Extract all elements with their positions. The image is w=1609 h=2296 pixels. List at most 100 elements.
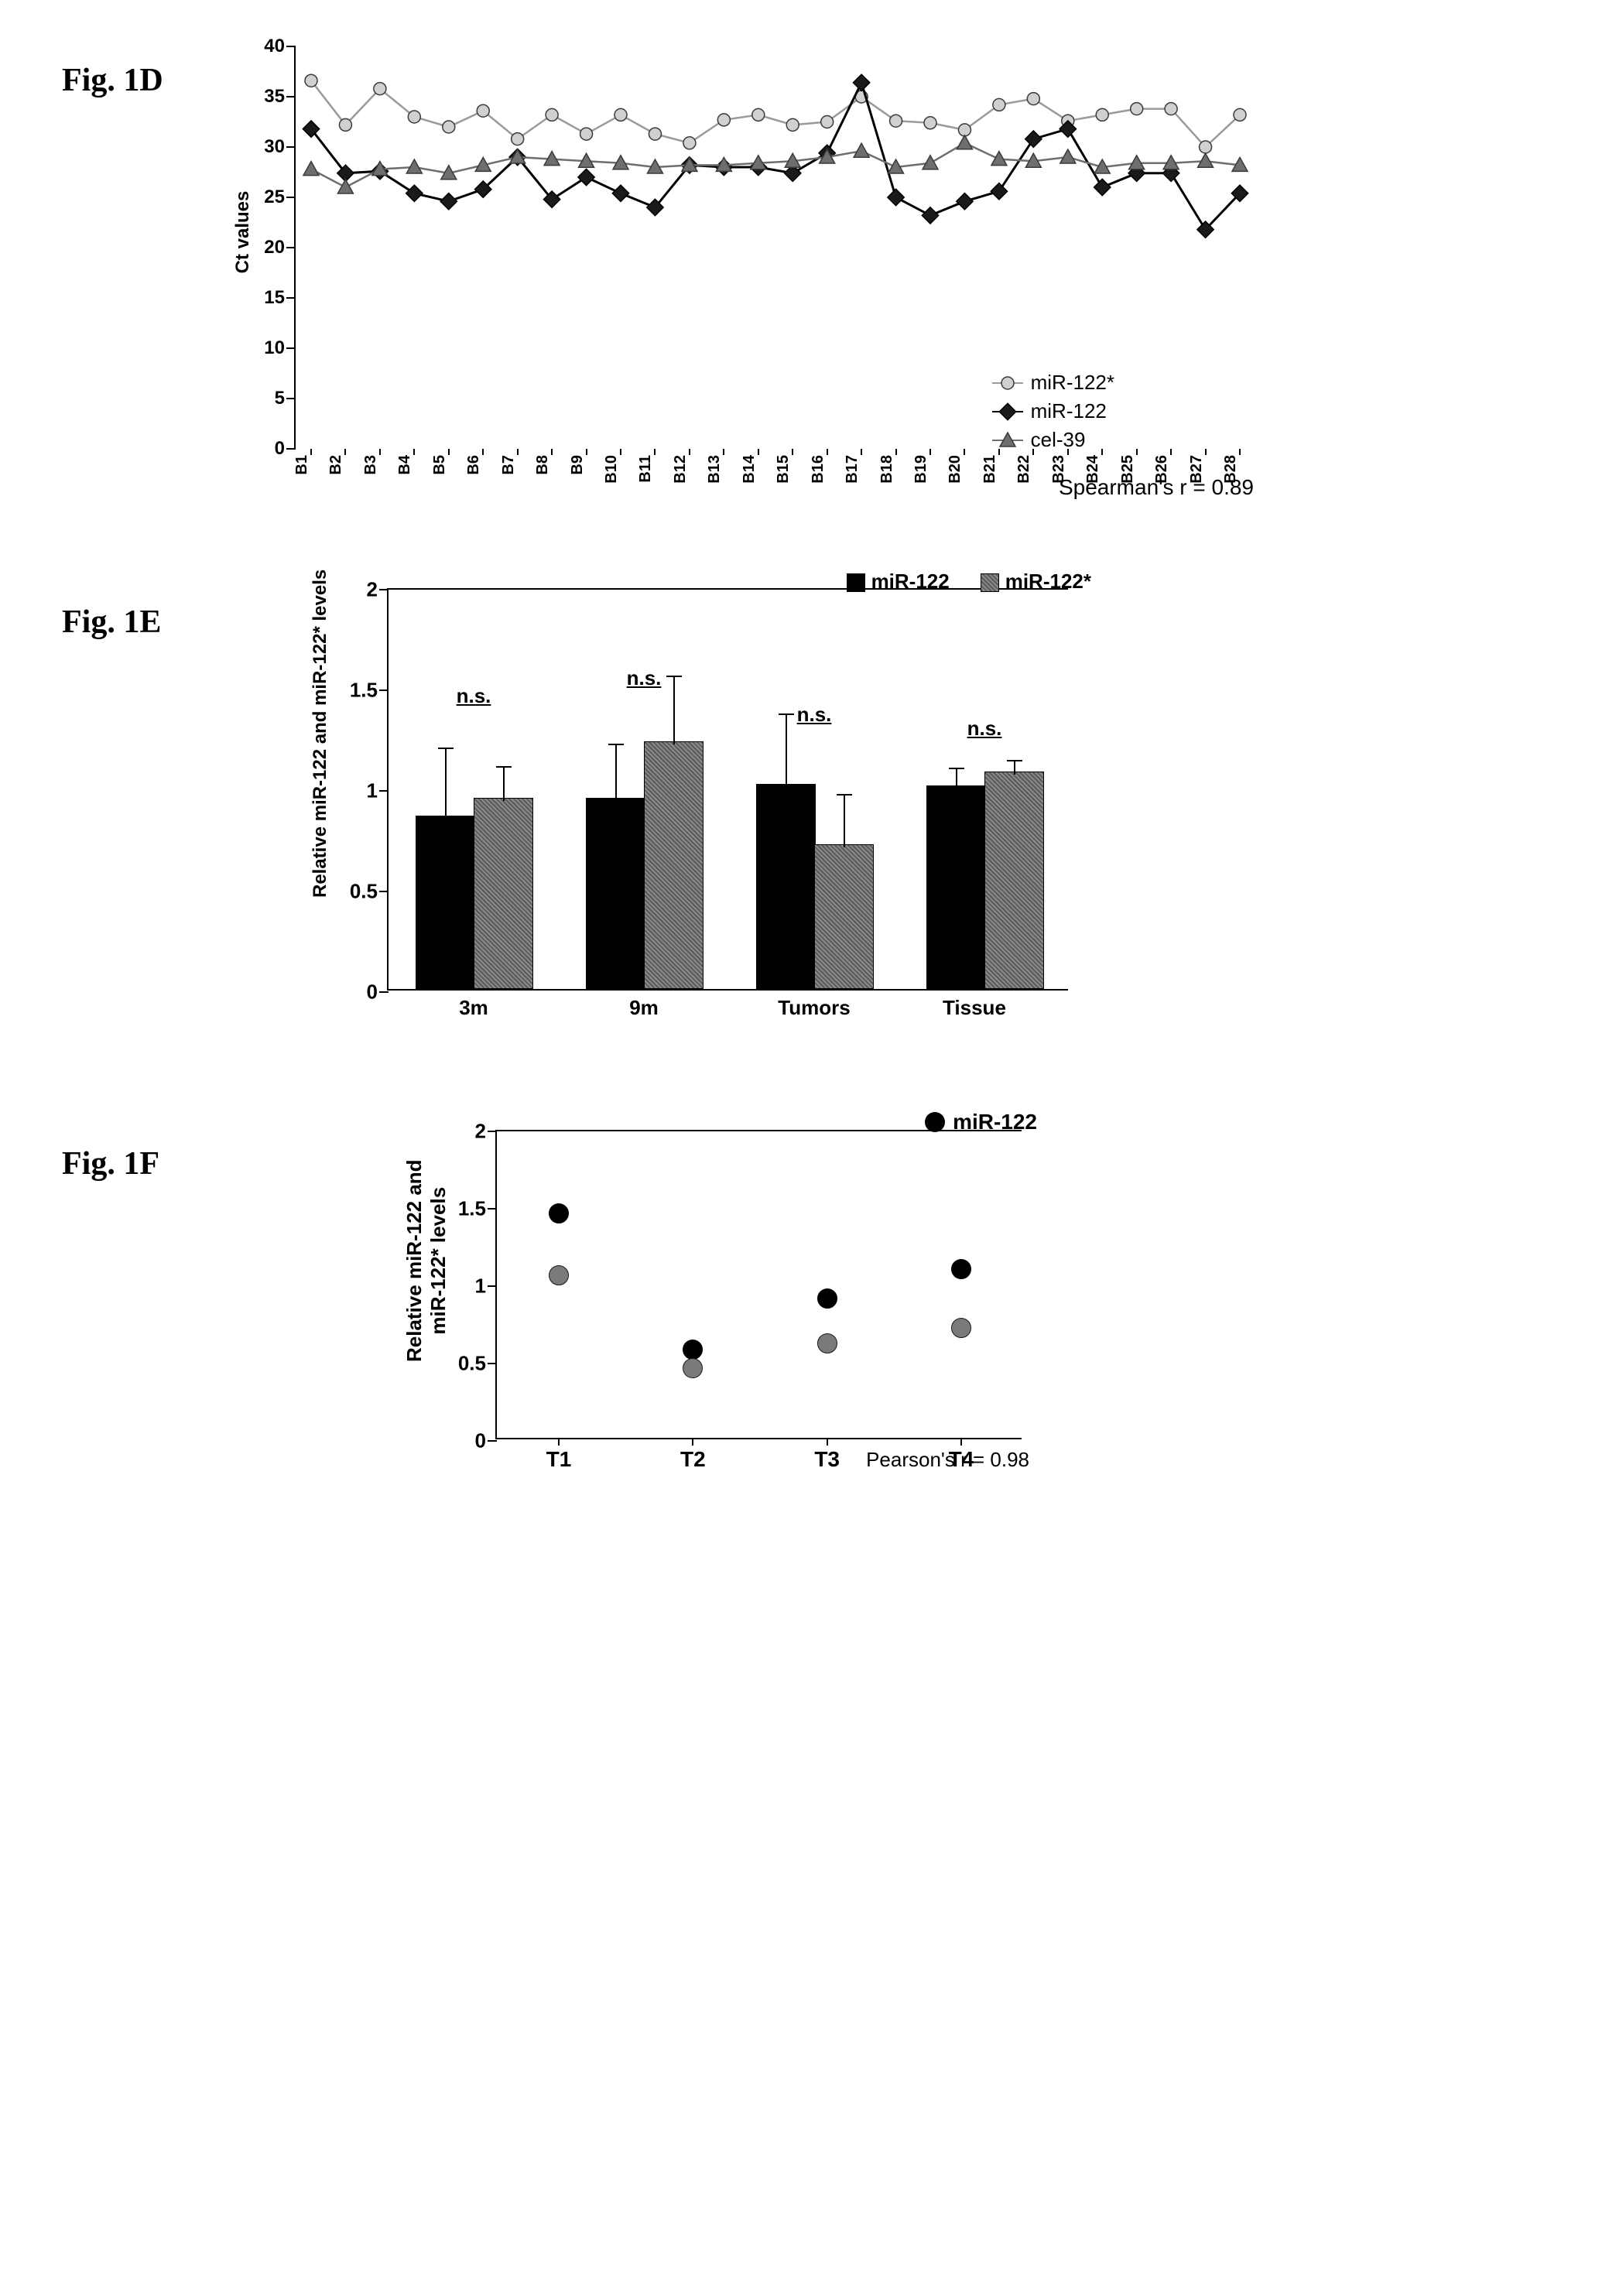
scatter-point — [683, 1358, 703, 1378]
x-tick-label: B12 — [672, 455, 690, 484]
fig-1d-legend: miR-122* miR-122 cel-39 — [992, 371, 1114, 457]
ns-label: n.s. — [457, 684, 491, 708]
x-tick-label: T2 — [680, 1447, 706, 1472]
x-tick-label: B5 — [431, 455, 449, 475]
fig-1d-chart: Ct values 0510152025303540B1B2B3B4B5B6B7… — [217, 31, 1300, 526]
legend-swatch-icon — [981, 573, 999, 592]
fig-1f-legend-label: miR-122 — [953, 1110, 1037, 1134]
legend-item: miR-122* — [981, 570, 1091, 594]
legend-row: miR-122* — [992, 371, 1114, 395]
fig-1f-plot: 00.511.52T1T2T3T4 — [495, 1130, 1022, 1439]
x-tick-label: B21 — [981, 455, 999, 484]
x-group-label: 9m — [629, 996, 659, 1020]
scatter-point — [951, 1259, 971, 1279]
ns-label: n.s. — [967, 717, 1002, 741]
fig-1f-y-axis-label: Relative miR-122 andmiR-122* levels — [402, 1159, 450, 1362]
x-tick-label: B17 — [844, 455, 861, 484]
legend-swatch-icon — [847, 573, 865, 592]
bar — [814, 844, 874, 989]
legend-row: miR-122 — [992, 399, 1114, 423]
legend-marker-icon — [925, 1112, 945, 1132]
fig-1d-chart-area: Ct values 0510152025303540B1B2B3B4B5B6B7… — [217, 31, 1594, 526]
bar — [756, 784, 816, 989]
figure-1d-row: Fig. 1D Ct values 0 5 10 15 20 25 30 35 40 B1 B2 B3… — [15, 31, 1594, 526]
scatter-point — [817, 1333, 837, 1353]
x-tick-label: T1 — [546, 1447, 572, 1472]
x-tick-label: B19 — [912, 455, 930, 484]
x-tick-label: B16 — [810, 455, 827, 484]
y-tick-label: 1.5 — [458, 1197, 486, 1221]
bar — [984, 772, 1044, 989]
x-tick-label: B3 — [362, 455, 380, 475]
x-tick-label: B13 — [706, 455, 724, 484]
fig-1e-plot: 00.511.52n.s.3mn.s.9mn.s.Tumorsn.s.NT Ti… — [387, 588, 1068, 991]
fig-1f-chart: Relative miR-122 andmiR-122* levels 00.5… — [402, 1114, 1084, 1517]
fig-1e-label: Fig. 1E — [15, 573, 217, 641]
scatter-point — [549, 1265, 569, 1285]
x-tick-label: B15 — [775, 455, 793, 484]
y-tick-label: 1 — [367, 779, 378, 803]
x-tick-label: B6 — [465, 455, 483, 475]
y-tick-label: 5 — [275, 388, 285, 409]
x-tick-label: B11 — [637, 455, 655, 483]
x-tick-label: B20 — [947, 455, 964, 484]
fig-1f-legend: miR-122 — [925, 1110, 1037, 1134]
y-tick-label: 0 — [275, 438, 285, 460]
fig-1d-annotation: Spearman's r = 0.89 — [1059, 475, 1254, 500]
y-tick-label: 2 — [367, 578, 378, 602]
y-tick-label: 1.5 — [350, 679, 378, 703]
y-tick-label: 30 — [264, 136, 285, 158]
x-group-label: NT Tissue — [943, 972, 1026, 1020]
x-tick-label: B1 — [293, 455, 311, 475]
x-tick-label: B22 — [1015, 455, 1033, 484]
fig-1e-chart: Relative miR-122 and miR-122* levels 00.… — [310, 573, 1122, 1068]
y-tick-label: 0 — [475, 1429, 486, 1453]
fig-1e-chart-area: Relative miR-122 and miR-122* levels 00.… — [217, 573, 1594, 1068]
legend-series-label: miR-122* — [1031, 371, 1114, 395]
y-tick-label: 1 — [475, 1275, 486, 1299]
x-tick-label: B9 — [569, 455, 587, 475]
fig-1f-label: Fig. 1F — [15, 1114, 217, 1182]
bar — [586, 798, 645, 989]
figure-1f-row: Fig. 1F Relative miR-122 andmiR-122* lev… — [15, 1114, 1594, 1517]
y-tick-label: 0.5 — [350, 880, 378, 904]
legend-series-label: cel-39 — [1031, 428, 1086, 452]
x-group-label: 3m — [459, 996, 488, 1020]
bar — [474, 798, 533, 989]
x-tick-label: B8 — [534, 455, 552, 475]
y-tick-label: 35 — [264, 86, 285, 108]
legend-series-label: miR-122* — [1005, 570, 1091, 593]
y-tick-label: 2 — [475, 1120, 486, 1144]
legend-series-label: miR-122 — [1031, 399, 1107, 423]
fig-1e-legend: miR-122 miR-122* — [847, 570, 1091, 594]
figure-1e-row: Fig. 1E Relative miR-122 and miR-122* le… — [15, 573, 1594, 1068]
bar — [644, 741, 704, 989]
y-tick-label: 15 — [264, 287, 285, 309]
ns-label: n.s. — [627, 666, 662, 690]
y-tick-label: 40 — [264, 36, 285, 57]
fig-1d-y-axis-label: Ct values — [232, 191, 254, 274]
fig-1d-label: Fig. 1D — [15, 31, 217, 99]
x-tick-label: B18 — [878, 455, 896, 484]
legend-row: cel-39 — [992, 428, 1114, 452]
legend-item: miR-122 — [847, 570, 950, 594]
scatter-point — [951, 1318, 971, 1338]
y-tick-label: 25 — [264, 186, 285, 208]
scatter-point — [817, 1288, 837, 1309]
ns-label: n.s. — [797, 703, 832, 727]
legend-series-label: miR-122 — [871, 570, 950, 593]
bar — [926, 785, 986, 989]
fig-1f-chart-area: Relative miR-122 andmiR-122* levels 00.5… — [217, 1114, 1594, 1517]
x-tick-label: B14 — [741, 455, 758, 484]
x-tick-label: B10 — [603, 455, 621, 484]
y-tick-label: 10 — [264, 337, 285, 359]
scatter-point — [549, 1203, 569, 1223]
y-tick-label: 20 — [264, 237, 285, 258]
x-tick-label: B4 — [396, 455, 414, 475]
y-tick-label: 0.5 — [458, 1352, 486, 1376]
fig-1e-y-axis-label: Relative miR-122 and miR-122* levels — [310, 570, 331, 898]
x-tick-label: B2 — [327, 455, 345, 475]
x-group-label: Tumors — [778, 996, 850, 1020]
x-tick-label: T3 — [814, 1447, 840, 1472]
fig-1f-annotation: Pearson's r = 0.98 — [866, 1448, 1029, 1472]
